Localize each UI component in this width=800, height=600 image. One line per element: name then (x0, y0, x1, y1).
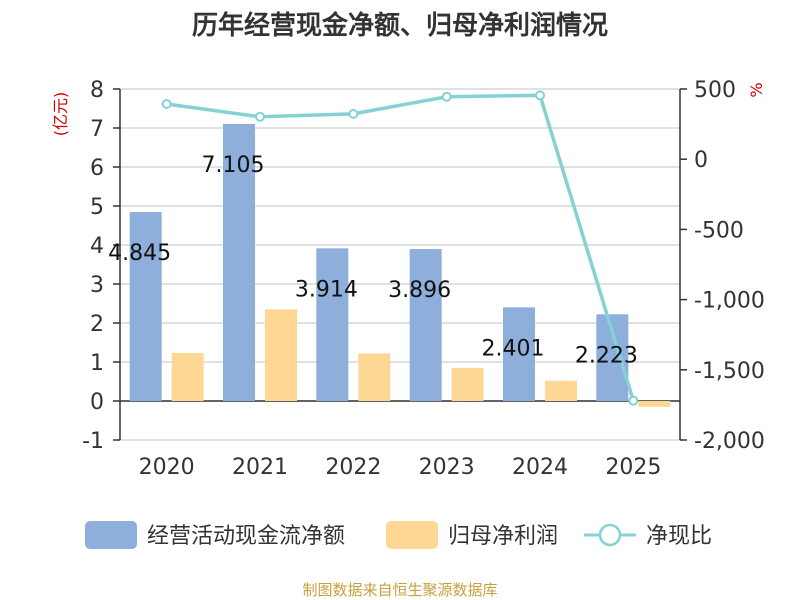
data-label: 2.223 (575, 343, 638, 368)
legend-marker-ratio (598, 523, 622, 547)
line-ratio (166, 93, 636, 402)
grid-lines (120, 88, 680, 441)
legend-label-ratio: 净现比 (646, 524, 712, 549)
data-label: 3.914 (295, 277, 358, 302)
line-point (628, 395, 639, 406)
left-tick-label: 2 (90, 312, 104, 337)
bar-net-profit (638, 401, 671, 407)
chart-title: 历年经营现金净额、归母净利润情况 (192, 10, 608, 41)
right-tick-label: 0 (694, 148, 708, 173)
bar-net-profit (545, 380, 577, 401)
x-tick-label: 2025 (605, 455, 661, 480)
left-tick-label: 3 (90, 273, 104, 298)
left-tick-label: 0 (90, 390, 104, 415)
legend-label-cash-flow: 经营活动现金流净额 (147, 524, 345, 549)
left-tick-label: 8 (90, 78, 104, 103)
legend-swatch-cash-flow (85, 521, 137, 549)
left-tick-label: 7 (90, 117, 104, 142)
left-tick-label: 5 (90, 195, 104, 220)
data-labels: 4.845 7.105 3.914 3.896 2.401 2.223 (108, 153, 638, 368)
bar-cash-flow (223, 123, 255, 401)
source-note: 制图数据来自恒生聚源数据库 (302, 581, 497, 599)
bar-net-profit (358, 353, 391, 401)
axes: -1 0 1 2 3 4 5 6 7 8 -2,000 -1,500 -1,000 -500 0 500 (亿元… (51, 78, 766, 480)
bar-cash-flow (409, 249, 442, 401)
legend-label-net-profit: 归母净利润 (448, 524, 558, 549)
right-tick-label: -1,000 (694, 289, 765, 314)
data-label: 3.896 (388, 278, 451, 303)
legend: 经营活动现金流净额 归母净利润 净现比 (85, 521, 712, 549)
bars (129, 123, 671, 407)
right-tick-label: -1,500 (694, 359, 765, 384)
line-point (348, 108, 359, 119)
right-tick-label: 500 (694, 78, 736, 103)
data-label: 4.845 (108, 241, 171, 266)
bar-net-profit (171, 353, 204, 401)
data-label: 2.401 (482, 336, 545, 361)
line-point (441, 91, 452, 102)
right-axis-unit: % (747, 82, 766, 97)
x-tick-label: 2023 (419, 455, 475, 480)
line-point (255, 111, 265, 122)
left-tick-label: 4 (90, 234, 104, 259)
left-tick-label: 1 (90, 351, 104, 376)
bar-cash-flow (503, 307, 535, 401)
legend-swatch-net-profit (386, 521, 438, 549)
left-tick-label: 6 (90, 156, 104, 181)
bar-net-profit (451, 367, 484, 401)
right-tick-label: -500 (694, 218, 744, 243)
left-tick-label: -1 (82, 429, 104, 454)
left-axis-unit: (亿元) (51, 92, 70, 137)
line-point (535, 90, 545, 101)
line-point (161, 99, 172, 110)
data-label: 7.105 (202, 153, 265, 178)
right-tick-label: -2,000 (694, 429, 765, 454)
bar-cash-flow (129, 212, 162, 401)
x-tick-label: 2020 (139, 455, 195, 480)
bar-net-profit (265, 309, 297, 401)
x-tick-label: 2021 (232, 455, 288, 480)
x-tick-label: 2022 (325, 455, 381, 480)
line-series (161, 90, 639, 406)
bar-cash-flow (316, 248, 349, 401)
x-tick-label: 2024 (512, 455, 568, 480)
